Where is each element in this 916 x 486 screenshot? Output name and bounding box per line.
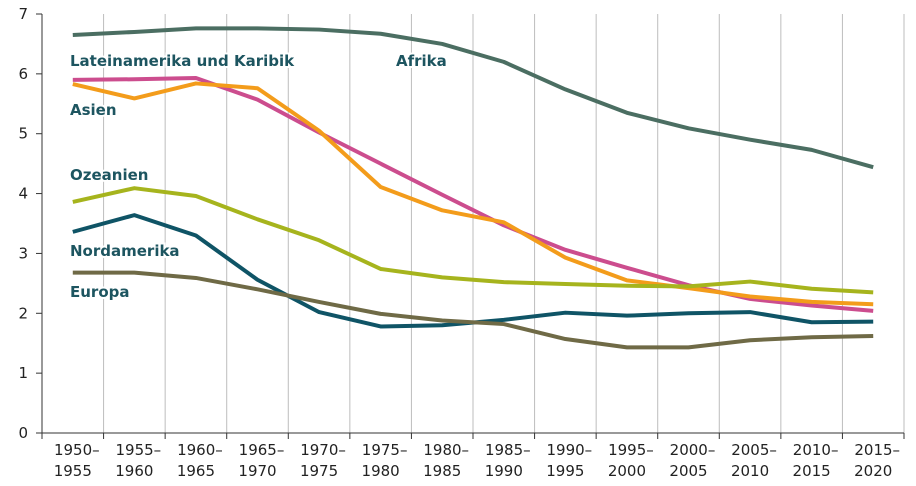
x-tick-label-line: 2015 xyxy=(793,462,831,480)
x-tick-label-line: 2000 xyxy=(608,462,646,480)
series-line xyxy=(72,270,874,350)
x-tick-label: 1980– 1985 xyxy=(423,441,469,480)
x-tick-label: 1950– 1955 xyxy=(54,441,100,480)
x-tick-label-line: 2005 xyxy=(669,462,707,480)
y-tick-label: 0 xyxy=(18,424,28,442)
x-tick-label-line: 1995 xyxy=(546,462,584,480)
x-tick-label: 1975– 1980 xyxy=(362,441,408,480)
y-tick-label: 3 xyxy=(18,244,28,262)
x-tick-label-line: 1980– xyxy=(423,441,469,459)
x-tick-label-line: 1985– xyxy=(485,441,531,459)
x-tick-label-line: 1980 xyxy=(362,462,400,480)
series-label: Afrika xyxy=(396,52,447,70)
x-tick-label-line: 1975 xyxy=(300,462,338,480)
x-tick-label: 1965– 1970 xyxy=(238,441,284,480)
x-tick-label-line: 1970– xyxy=(300,441,346,459)
x-tick-label-line: 1960– xyxy=(177,441,223,459)
x-tick-label-line: 1970 xyxy=(238,462,276,480)
series-label: Ozeanien xyxy=(70,166,148,184)
x-tick-label-line: 2010– xyxy=(793,441,839,459)
y-tick-label: 2 xyxy=(18,304,28,322)
series-label: Europa xyxy=(70,283,130,301)
x-tick-label-line: 2015– xyxy=(854,441,900,459)
x-tick-label-line: 2020 xyxy=(854,462,892,480)
x-tick-label: 2005– 2010 xyxy=(731,441,777,480)
y-tick-label: 4 xyxy=(18,185,28,203)
series-label: Lateinamerika und Karibik xyxy=(70,52,295,70)
x-tick-label: 1985– 1990 xyxy=(485,441,531,480)
series-label: Nordamerika xyxy=(70,242,180,260)
x-tick-label: 1955– 1960 xyxy=(115,441,161,480)
x-tick-label-line: 1960 xyxy=(115,462,153,480)
x-tick-label: 1960– 1965 xyxy=(177,441,223,480)
x-tick-label: 2010– 2015 xyxy=(793,441,839,480)
x-tick-label: 1990– 1995 xyxy=(546,441,592,480)
y-tick-label: 5 xyxy=(18,125,28,143)
x-tick-label-line: 1995– xyxy=(608,441,654,459)
x-tick-label-line: 2005– xyxy=(731,441,777,459)
x-tick-label-line: 1990 xyxy=(485,462,523,480)
y-tick-label: 6 xyxy=(18,65,28,83)
x-tick-label: 2000– 2005 xyxy=(669,441,715,480)
x-tick-label-line: 1965 xyxy=(177,462,215,480)
series-line xyxy=(72,81,874,307)
x-tick-label: 1970– 1975 xyxy=(300,441,346,480)
x-tick-label-line: 2010 xyxy=(731,462,769,480)
x-tick-label: 1995– 2000 xyxy=(608,441,654,480)
x-tick-label-line: 1950– xyxy=(54,441,100,459)
series-line xyxy=(72,186,874,295)
x-tick-label-line: 1975– xyxy=(362,441,408,459)
series-line xyxy=(72,26,874,170)
x-tick-label: 2015– 2020 xyxy=(854,441,900,480)
x-tick-label-line: 1955 xyxy=(54,462,92,480)
y-tick-label: 1 xyxy=(18,364,28,382)
x-tick-label-line: 1955– xyxy=(116,441,162,459)
x-tick-label-line: 2000– xyxy=(670,441,716,459)
x-tick-label-line: 1985 xyxy=(423,462,461,480)
y-tick-label: 7 xyxy=(18,5,28,23)
series-label: Asien xyxy=(70,101,117,119)
x-tick-label-line: 1990– xyxy=(547,441,593,459)
x-tick-label-line: 1965– xyxy=(239,441,285,459)
